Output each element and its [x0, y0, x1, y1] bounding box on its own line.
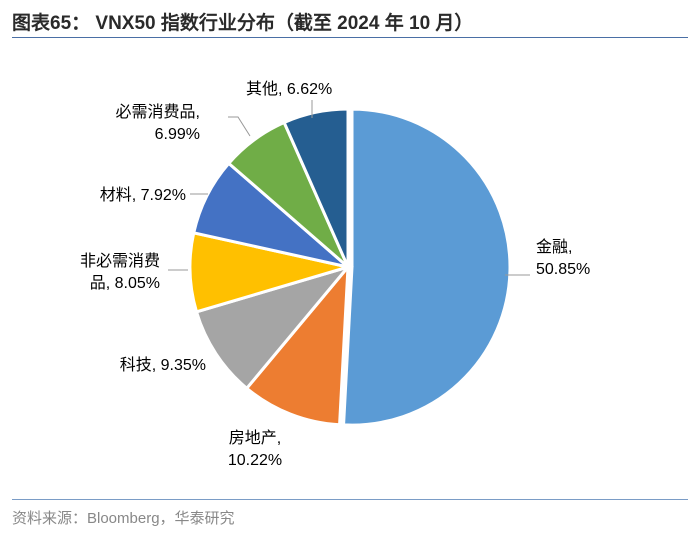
title-divider — [12, 37, 688, 38]
slice-label-3-line-1: 品, 8.05% — [90, 275, 160, 292]
pie-slice-6 — [282, 107, 350, 268]
pie-slice-1 — [244, 262, 350, 427]
pie-slice-0 — [341, 107, 512, 427]
slice-label-5-line-0: 必需消费品, — [116, 103, 200, 121]
slice-label-6-line-0: 其他, 6.62% — [246, 80, 332, 98]
slice-label-1-line-1: 10.22% — [228, 452, 282, 469]
slice-label-3: 非必需消费品, 8.05% — [80, 252, 160, 292]
slice-labels: 金融, 50.85% 房地产, 10.22% 科技, 9.35% 非必需消费品, 8.05… — [80, 80, 590, 469]
slice-label-4-line-0: 材料, 7.92% — [100, 186, 186, 204]
slice-label-0-line-0: 金融, — [536, 238, 572, 256]
pie-slice-2 — [194, 264, 353, 391]
slice-label-1: 房地产, 10.22% — [228, 429, 282, 469]
slice-label-5-line-1: 6.99% — [155, 126, 200, 143]
slice-label-2-line-0: 科技, 9.35% — [120, 356, 206, 374]
pie-slices — [188, 107, 512, 427]
slice-label-2: 科技, 9.35% — [120, 356, 206, 374]
source-note: 资料来源：Bloomberg，华泰研究 — [12, 510, 235, 527]
chart-title: 图表65： VNX50 指数行业分布（截至 2024 年 10 月） — [12, 13, 474, 34]
slice-label-1-line-0: 房地产, — [229, 429, 281, 447]
slice-label-0-line-1: 50.85% — [536, 261, 590, 278]
slice-label-3-line-0: 非必需消费 — [80, 252, 160, 270]
slice-label-6: 其他, 6.62% — [246, 80, 332, 98]
slice-label-4: 材料, 7.92% — [100, 186, 186, 204]
slice-label-0: 金融, 50.85% — [536, 238, 590, 278]
leader-lines — [168, 100, 530, 276]
leader-line-5 — [228, 116, 251, 137]
source-divider — [12, 499, 688, 500]
slice-label-5: 必需消费品, 6.99% — [116, 103, 200, 143]
